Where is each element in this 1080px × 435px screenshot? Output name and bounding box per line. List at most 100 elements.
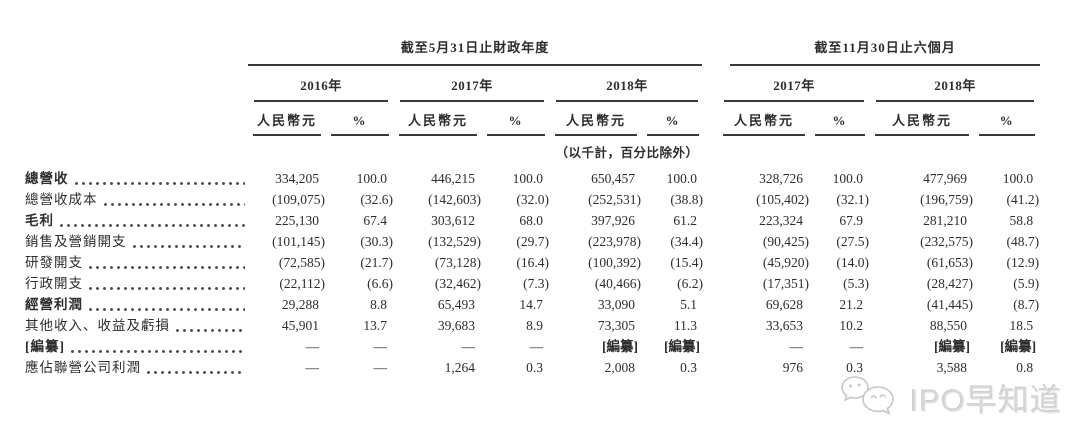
cell-value: 10.2 <box>839 318 864 333</box>
cell-value: (6.2) <box>677 276 704 291</box>
cell-value: [編纂] <box>602 339 638 354</box>
cell-value: 69,628 <box>765 297 804 312</box>
cell-value: 976 <box>782 360 804 375</box>
row-label-cell: 研發開支 <box>0 252 248 273</box>
cell-value: (16.4) <box>516 255 549 270</box>
year-header-2018: 2018年 <box>550 66 704 102</box>
cell-value: 29,288 <box>281 297 319 312</box>
row-label-cell: [編纂] <box>0 336 248 357</box>
column-gap <box>704 210 718 231</box>
row-label-cell: 其他收入、收益及虧損 <box>0 315 248 336</box>
cell-value: (22,112) <box>279 276 325 291</box>
cell-value: (6.6) <box>367 276 393 291</box>
row-label-cell: 毛利 <box>0 210 248 231</box>
dot-leader <box>103 203 245 206</box>
group-header-fiscal-years-label: 截至5月31日止財政年度 <box>248 22 703 66</box>
cell-value: (105,402) <box>756 192 810 207</box>
unit-header-currency: 人民幣元 <box>248 102 326 136</box>
cell-value: (32.0) <box>516 192 549 207</box>
dot-leader <box>89 308 245 311</box>
cell-value: (45,920) <box>762 255 810 270</box>
cell-value: (32.1) <box>836 192 870 207</box>
cell-value: 1,264 <box>444 360 475 375</box>
column-gap <box>704 102 718 136</box>
spacer-cell <box>718 136 1040 168</box>
row-label: 總營收 <box>25 171 69 186</box>
cell-value: (21.7) <box>360 255 393 270</box>
cell-value: (15.4) <box>670 255 704 270</box>
cell-value: (28,427) <box>926 276 974 291</box>
cell-value: 61.2 <box>673 213 698 228</box>
financial-table: 截至5月31日止財政年度 截至11月30日止六個月 2016年 2017年 20… <box>0 22 1041 378</box>
cell-value: (27.5) <box>836 234 870 249</box>
cell-value: 223,324 <box>759 213 804 228</box>
cell-value: [編纂] <box>934 339 971 354</box>
column-gap <box>704 168 718 189</box>
table-row: 其他收入、收益及虧損 45,901 13.7 39,683 8.9 73,305 11.3 3… <box>0 315 1040 336</box>
cell-value: (17,351) <box>762 276 810 291</box>
table-row: 行政開支 (22,112) (6.6) (32,462) (7.3) (40,466) (6… <box>0 273 1040 294</box>
cell-value: (109,075) <box>272 192 325 207</box>
table-row: 總營收 334,205 100.0 446,215 100.0 650,457 100.0 3… <box>0 168 1040 189</box>
cell-value: 13.7 <box>363 318 387 333</box>
dot-leader <box>71 350 245 353</box>
wechat-chat-bubbles-icon <box>840 376 894 416</box>
group-header-six-months-label: 截至11月30日止六個月 <box>730 22 1041 66</box>
group-header-fiscal-years: 截至5月31日止財政年度 <box>248 22 704 66</box>
cell-value: (232,575) <box>920 234 974 249</box>
unit-header-percent: % <box>642 102 704 136</box>
column-gap <box>704 336 718 357</box>
cell-value: 100.0 <box>666 171 698 186</box>
cell-value: (7.3) <box>523 276 549 291</box>
cell-value: (32,462) <box>434 276 481 291</box>
group-header-six-months: 截至11月30日止六個月 <box>718 22 1041 66</box>
cell-value: 65,493 <box>437 297 475 312</box>
cell-value: 0.3 <box>680 360 698 375</box>
column-gap <box>704 66 718 102</box>
table-body: 總營收 334,205 100.0 446,215 100.0 650,457 100.0 3… <box>0 168 1040 378</box>
cell-value: (32.6) <box>360 192 393 207</box>
row-label-cell: 行政開支 <box>0 273 248 294</box>
dot-leader <box>89 266 245 269</box>
cell-value: 100.0 <box>1002 171 1034 186</box>
unit-header-percent: % <box>326 102 394 136</box>
dot-leader <box>89 287 245 290</box>
cell-value: — <box>373 360 388 375</box>
dot-leader <box>176 329 245 332</box>
cell-value: [編纂] <box>1000 339 1037 354</box>
cell-value: (142,603) <box>428 192 481 207</box>
cell-value: [編纂] <box>664 339 701 354</box>
cell-value: — <box>789 339 804 354</box>
watermark: IPO早知道 <box>839 374 1062 421</box>
row-label: 經營利潤 <box>25 297 83 312</box>
row-label-cell: 總營收 <box>0 168 248 189</box>
cell-value: (252,531) <box>588 192 641 207</box>
column-gap <box>704 273 718 294</box>
column-gap <box>704 231 718 252</box>
group-header-row: 截至5月31日止財政年度 截至11月30日止六個月 <box>0 22 1041 66</box>
year-header-2017: 2017年 <box>394 66 550 102</box>
table-row: 經營利潤 29,288 8.8 65,493 14.7 33,090 5.1 69,628 21… <box>0 294 1040 315</box>
unit-header-percent: % <box>810 102 870 136</box>
cell-value: 334,205 <box>275 171 319 186</box>
column-gap <box>704 136 718 168</box>
cell-value: 328,726 <box>759 171 804 186</box>
cell-value: 0.8 <box>1016 360 1034 375</box>
cell-value: 5.1 <box>680 297 698 312</box>
table-row: [編纂] — — — — [編纂] [編纂] — — [編纂] [編纂] <box>0 336 1040 357</box>
row-label-cell: 銷售及營銷開支 <box>0 231 248 252</box>
cell-value: 8.9 <box>526 318 543 333</box>
cell-value: (41.2) <box>1006 192 1040 207</box>
cell-value: (5.3) <box>843 276 870 291</box>
cell-value: — <box>305 339 320 354</box>
cell-value: (72,585) <box>278 255 325 270</box>
cell-value: (90,425) <box>762 234 810 249</box>
column-gap <box>704 315 718 336</box>
unit-header-currency: 人民幣元 <box>718 102 810 136</box>
row-label: 行政開支 <box>25 276 83 291</box>
year-header-2016: 2016年 <box>248 66 394 102</box>
cell-value: 303,612 <box>431 213 475 228</box>
cell-value: (40,466) <box>594 276 641 291</box>
table-row: 總營收成本 (109,075) (32.6) (142,603) (32.0) (252,… <box>0 189 1040 210</box>
cell-value: — <box>305 360 320 375</box>
